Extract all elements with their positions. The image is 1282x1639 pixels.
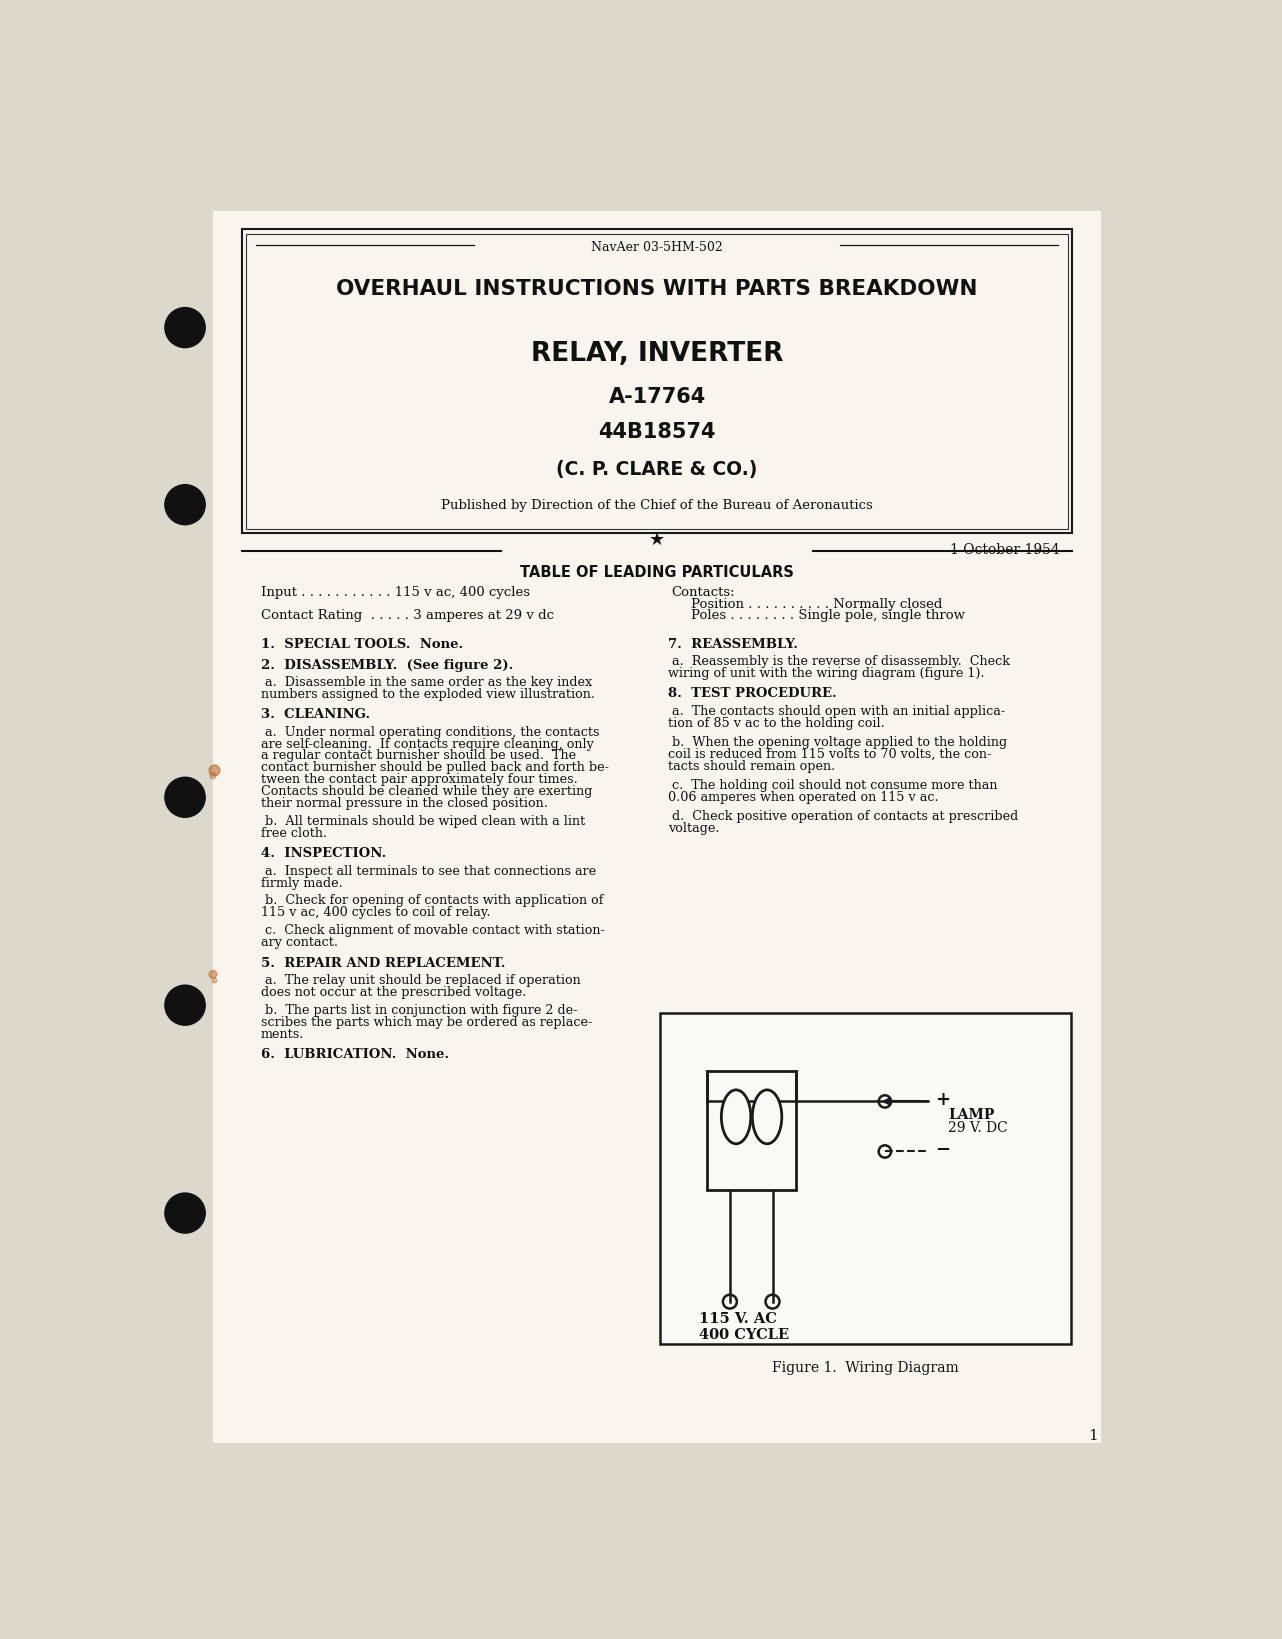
Text: a.  Inspect all terminals to see that connections are: a. Inspect all terminals to see that con… bbox=[262, 865, 596, 877]
Text: 115 v ac, 400 cycles to coil of relay.: 115 v ac, 400 cycles to coil of relay. bbox=[262, 906, 491, 919]
Text: 1 October 1954: 1 October 1954 bbox=[950, 543, 1059, 557]
Text: are self-cleaning.  If contacts require cleaning, only: are self-cleaning. If contacts require c… bbox=[262, 738, 594, 751]
Text: c.  Check alignment of movable contact with station-: c. Check alignment of movable contact wi… bbox=[262, 924, 605, 938]
Text: tween the contact pair approximately four times.: tween the contact pair approximately fou… bbox=[262, 774, 578, 787]
Bar bbox=[213, 210, 1101, 1442]
Circle shape bbox=[209, 970, 217, 978]
Text: free cloth.: free cloth. bbox=[262, 828, 327, 841]
Ellipse shape bbox=[722, 1090, 751, 1144]
Bar bbox=[246, 234, 1068, 528]
Text: Position . . . . . . . . . . Normally closed: Position . . . . . . . . . . Normally cl… bbox=[691, 598, 942, 611]
Text: 0.06 amperes when operated on 115 v ac.: 0.06 amperes when operated on 115 v ac. bbox=[668, 790, 938, 803]
Text: OVERHAUL INSTRUCTIONS WITH PARTS BREAKDOWN: OVERHAUL INSTRUCTIONS WITH PARTS BREAKDO… bbox=[336, 279, 978, 298]
Circle shape bbox=[165, 777, 205, 818]
Text: Figure 1.  Wiring Diagram: Figure 1. Wiring Diagram bbox=[772, 1360, 959, 1375]
Text: LAMP: LAMP bbox=[949, 1108, 995, 1121]
Text: tion of 85 v ac to the holding coil.: tion of 85 v ac to the holding coil. bbox=[668, 716, 885, 729]
Circle shape bbox=[213, 978, 217, 983]
Text: 115 V. AC: 115 V. AC bbox=[699, 1313, 777, 1326]
Text: Contacts:: Contacts: bbox=[672, 587, 736, 600]
Text: a.  Reassembly is the reverse of disassembly.  Check: a. Reassembly is the reverse of disassem… bbox=[668, 656, 1010, 669]
Text: 4.  INSPECTION.: 4. INSPECTION. bbox=[262, 847, 386, 860]
Text: d.  Check positive operation of contacts at prescribed: d. Check positive operation of contacts … bbox=[668, 810, 1018, 823]
Circle shape bbox=[165, 1193, 205, 1233]
Text: TABLE OF LEADING PARTICULARS: TABLE OF LEADING PARTICULARS bbox=[520, 565, 794, 580]
Text: 5.  REPAIR AND REPLACEMENT.: 5. REPAIR AND REPLACEMENT. bbox=[262, 957, 505, 970]
Text: their normal pressure in the closed position.: their normal pressure in the closed posi… bbox=[262, 797, 547, 810]
Text: 6.  LUBRICATION.  None.: 6. LUBRICATION. None. bbox=[262, 1047, 449, 1060]
Text: a.  The relay unit should be replaced if operation: a. The relay unit should be replaced if … bbox=[262, 974, 581, 987]
Text: ★: ★ bbox=[649, 531, 665, 549]
Text: ments.: ments. bbox=[262, 1028, 304, 1041]
Text: does not occur at the prescribed voltage.: does not occur at the prescribed voltage… bbox=[262, 985, 527, 998]
Text: +: + bbox=[936, 1092, 950, 1110]
Text: a.  Under normal operating conditions, the contacts: a. Under normal operating conditions, th… bbox=[262, 726, 600, 739]
Text: scribes the parts which may be ordered as replace-: scribes the parts which may be ordered a… bbox=[262, 1016, 592, 1029]
Text: Contact Rating  . . . . . 3 amperes at 29 v dc: Contact Rating . . . . . 3 amperes at 29… bbox=[262, 610, 554, 623]
Text: c.  The holding coil should not consume more than: c. The holding coil should not consume m… bbox=[668, 779, 997, 792]
Text: contact burnisher should be pulled back and forth be-: contact burnisher should be pulled back … bbox=[262, 762, 609, 774]
Text: coil is reduced from 115 volts to 70 volts, the con-: coil is reduced from 115 volts to 70 vol… bbox=[668, 747, 991, 760]
Text: b.  When the opening voltage applied to the holding: b. When the opening voltage applied to t… bbox=[668, 736, 1006, 749]
Text: 1: 1 bbox=[1088, 1429, 1097, 1442]
Ellipse shape bbox=[753, 1090, 782, 1144]
Bar bbox=[706, 1070, 796, 1190]
Bar bbox=[660, 1013, 1070, 1344]
Text: a regular contact burnisher should be used.  The: a regular contact burnisher should be us… bbox=[262, 749, 576, 762]
Text: Input . . . . . . . . . . . 115 v ac, 400 cycles: Input . . . . . . . . . . . 115 v ac, 40… bbox=[262, 587, 529, 600]
Text: Contacts should be cleaned while they are exerting: Contacts should be cleaned while they ar… bbox=[262, 785, 592, 798]
Text: 29 V. DC: 29 V. DC bbox=[949, 1121, 1008, 1136]
Text: a.  The contacts should open with an initial applica-: a. The contacts should open with an init… bbox=[668, 705, 1005, 718]
Circle shape bbox=[210, 772, 217, 779]
Text: Poles . . . . . . . . Single pole, single throw: Poles . . . . . . . . Single pole, singl… bbox=[691, 610, 965, 623]
Text: 1.  SPECIAL TOOLS.  None.: 1. SPECIAL TOOLS. None. bbox=[262, 638, 463, 651]
Text: Published by Direction of the Chief of the Bureau of Aeronautics: Published by Direction of the Chief of t… bbox=[441, 498, 873, 511]
Text: b.  All terminals should be wiped clean with a lint: b. All terminals should be wiped clean w… bbox=[262, 815, 586, 828]
Text: 7.  REASSEMBLY.: 7. REASSEMBLY. bbox=[668, 638, 797, 651]
Text: ary contact.: ary contact. bbox=[262, 936, 338, 949]
Circle shape bbox=[165, 485, 205, 524]
Text: b.  The parts list in conjunction with figure 2 de-: b. The parts list in conjunction with fi… bbox=[262, 1003, 577, 1016]
Text: firmly made.: firmly made. bbox=[262, 877, 342, 890]
Text: (C. P. CLARE & CO.): (C. P. CLARE & CO.) bbox=[556, 461, 758, 479]
Circle shape bbox=[165, 308, 205, 347]
Text: 2.  DISASSEMBLY.  (See figure 2).: 2. DISASSEMBLY. (See figure 2). bbox=[262, 659, 513, 672]
Text: a.  Disassemble in the same order as the key index: a. Disassemble in the same order as the … bbox=[262, 675, 592, 688]
Text: −: − bbox=[936, 1141, 950, 1159]
Text: numbers assigned to the exploded view illustration.: numbers assigned to the exploded view il… bbox=[262, 688, 595, 701]
Text: tacts should remain open.: tacts should remain open. bbox=[668, 759, 835, 772]
Text: RELAY, INVERTER: RELAY, INVERTER bbox=[531, 341, 783, 367]
Bar bbox=[241, 229, 1073, 533]
Text: A-17764: A-17764 bbox=[609, 387, 705, 406]
Text: wiring of unit with the wiring diagram (figure 1).: wiring of unit with the wiring diagram (… bbox=[668, 667, 985, 680]
Circle shape bbox=[165, 985, 205, 1026]
Text: voltage.: voltage. bbox=[668, 821, 719, 834]
Text: b.  Check for opening of contacts with application of: b. Check for opening of contacts with ap… bbox=[262, 895, 604, 908]
Circle shape bbox=[209, 765, 221, 775]
Text: 44B18574: 44B18574 bbox=[599, 421, 715, 441]
Text: 3.  CLEANING.: 3. CLEANING. bbox=[262, 708, 370, 721]
Text: 8.  TEST PROCEDURE.: 8. TEST PROCEDURE. bbox=[668, 687, 837, 700]
Text: NavAer 03-5HM-502: NavAer 03-5HM-502 bbox=[591, 241, 723, 254]
Text: 400 CYCLE: 400 CYCLE bbox=[699, 1328, 788, 1342]
